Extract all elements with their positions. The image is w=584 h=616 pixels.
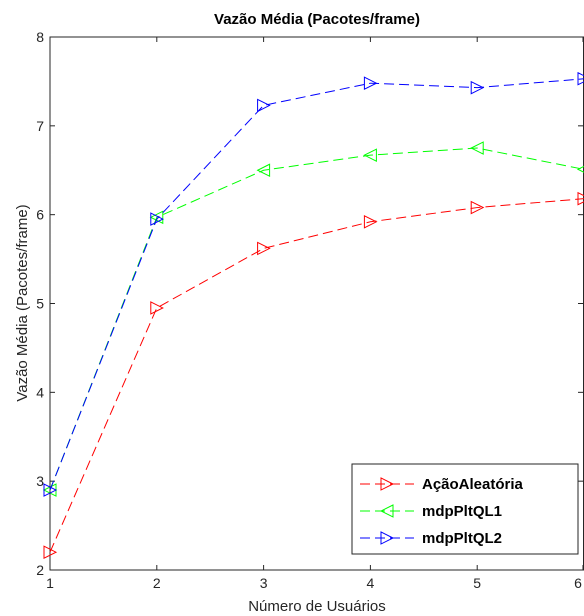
legend-entry: mdpPltQL1 <box>360 503 502 520</box>
data-point <box>577 191 584 206</box>
series-line <box>49 147 584 491</box>
series-3 <box>43 71 584 497</box>
legend-label: mdpPltQL1 <box>422 503 502 520</box>
data-point <box>470 200 485 215</box>
legend-label: AçãoAleatória <box>422 476 524 493</box>
x-tick-label: 6 <box>574 575 582 591</box>
series-layer <box>42 71 584 560</box>
y-axis-label: Vazão Média (Pacotes/frame) <box>14 204 31 401</box>
data-point <box>363 148 377 162</box>
data-point <box>257 241 271 256</box>
y-tick-label: 6 <box>36 207 44 223</box>
y-tick-label: 2 <box>36 562 44 578</box>
x-tick-label: 4 <box>367 575 375 591</box>
chart-title: Vazão Média (Pacotes/frame) <box>214 11 420 28</box>
data-point <box>363 214 378 229</box>
y-tick-label: 8 <box>36 29 44 45</box>
x-tick-label: 2 <box>153 575 161 591</box>
data-point <box>363 76 378 91</box>
data-point <box>43 483 58 497</box>
y-tick-label: 7 <box>36 118 44 134</box>
legend: AçãoAleatória mdpPltQL1 mdpPltQL2 <box>351 463 579 555</box>
y-tick-label: 3 <box>36 473 44 489</box>
series-line <box>49 198 584 553</box>
x-tick-label: 1 <box>46 575 54 591</box>
data-point <box>577 71 584 86</box>
x-axis-label: Número de Usuários <box>248 598 386 615</box>
legend-marker <box>380 477 395 491</box>
data-point <box>257 98 271 113</box>
data-point <box>470 141 484 155</box>
y-tick-label: 4 <box>36 384 44 400</box>
series-1 <box>43 191 584 560</box>
data-point <box>150 301 164 315</box>
legend-label: mdpPltQL2 <box>422 530 502 547</box>
legend-box <box>351 463 579 555</box>
data-point <box>43 545 58 560</box>
data-point <box>150 212 164 226</box>
data-point <box>470 80 485 95</box>
legend-marker <box>379 504 394 518</box>
x-tick-label: 3 <box>260 575 268 591</box>
y-tick-label: 5 <box>36 296 44 312</box>
data-point <box>256 163 271 178</box>
x-tick-label: 5 <box>473 575 481 591</box>
legend-marker <box>380 531 395 545</box>
series-line <box>49 78 584 491</box>
legend-entry: AçãoAleatória <box>360 476 524 493</box>
legend-entry: mdpPltQL2 <box>360 530 502 547</box>
